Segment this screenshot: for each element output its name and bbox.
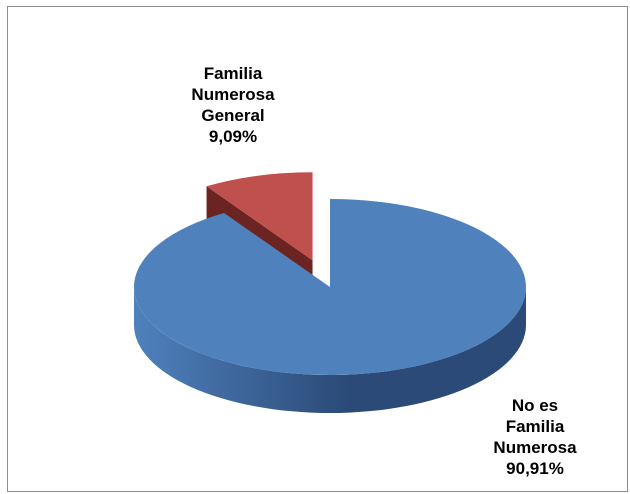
slice-percent-label: 9,09% [208, 127, 258, 146]
pie-slice-top [206, 172, 313, 261]
slice-label-line: General [201, 106, 265, 125]
slice-label-line: No es [511, 396, 559, 415]
slice-label-line: Familia [203, 64, 263, 83]
pie-slice [133, 199, 526, 413]
pie-slice-wall [134, 287, 526, 413]
slice-label-line: Numerosa [493, 438, 577, 457]
slice-label-familia-numerosa-general: Familia Numerosa General 9,09% [178, 63, 288, 147]
pie-slice-top [133, 199, 526, 376]
slice-label-line: Familia [505, 417, 565, 436]
slice-label-no-es-familia-numerosa: No es Familia Numerosa 90,91% [480, 395, 590, 479]
slice-percent-label: 90,91% [506, 459, 564, 478]
slice-label-line: Numerosa [191, 85, 275, 104]
